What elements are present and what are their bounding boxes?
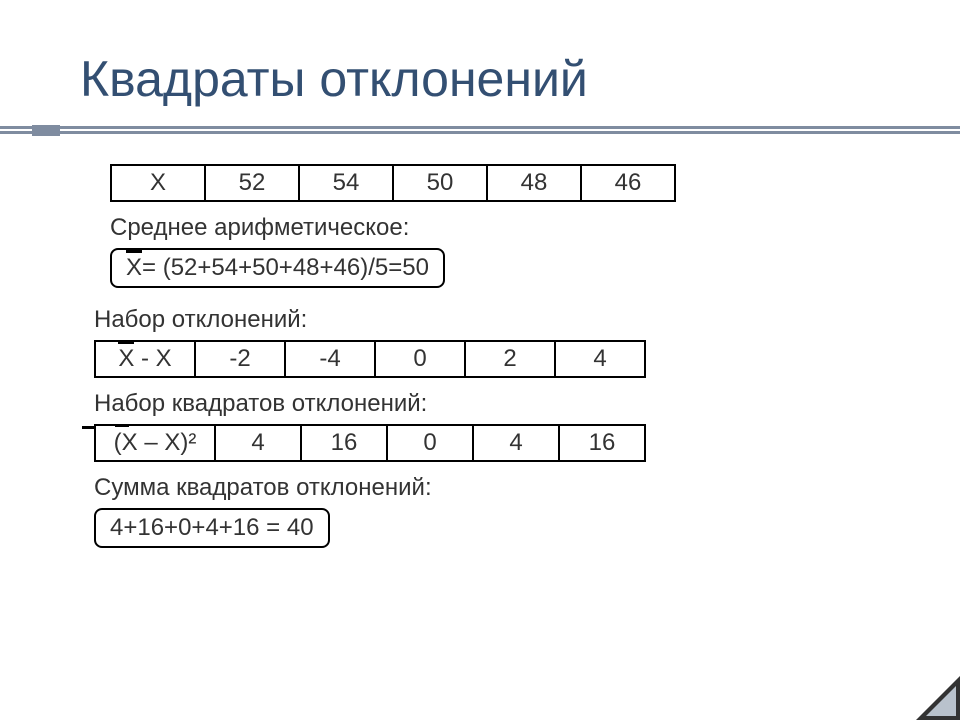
table-cell: 16 [301, 425, 387, 461]
label-squared-deviations: Набор квадратов отклонений: [94, 390, 880, 418]
table-cell: -4 [285, 341, 375, 377]
title-rule [0, 126, 960, 136]
table-cell: 2 [465, 341, 555, 377]
table-header: X [111, 165, 205, 201]
table-cell: 4 [473, 425, 559, 461]
label-deviations: Набор отклонений: [94, 306, 880, 334]
page-title: Квадраты отклонений [80, 50, 880, 108]
table-cell: 4 [555, 341, 645, 377]
content-area: X 52 54 50 48 46 Среднее арифметическое:… [80, 164, 880, 554]
table-cell: 0 [387, 425, 473, 461]
slide: Квадраты отклонений X 52 54 50 48 46 Сре… [0, 0, 960, 720]
header-text: - X [134, 345, 171, 372]
corner-fold-icon [916, 676, 960, 720]
table-cell: 46 [581, 165, 675, 201]
data-table: X 52 54 50 48 46 [110, 164, 676, 202]
table-cell: 50 [393, 165, 487, 201]
table-header: (X – X)² [95, 425, 215, 461]
table-header: X - X [95, 341, 195, 377]
table-cell: 52 [205, 165, 299, 201]
formula-text: = (52+54+50+48+46)/5=50 [142, 254, 429, 281]
x-bar: X [118, 345, 134, 373]
formula-mean: X= (52+54+50+48+46)/5=50 [110, 248, 445, 288]
table-cell: 0 [375, 341, 465, 377]
header-text: (X [114, 429, 138, 456]
table-cell: 54 [299, 165, 393, 201]
header-text: – X)² [138, 429, 197, 456]
table-cell: 16 [559, 425, 645, 461]
x-bar: X [126, 254, 142, 282]
table-cell: 4 [215, 425, 301, 461]
table-cell: 48 [487, 165, 581, 201]
formula-sum: 4+16+0+4+16 = 40 [94, 508, 330, 548]
label-mean: Среднее арифметическое: [110, 214, 880, 242]
squared-deviation-table: (X – X)² 4 16 0 4 16 [94, 424, 646, 462]
table-cell: -2 [195, 341, 285, 377]
label-sum: Сумма квадратов отклонений: [94, 474, 880, 502]
deviation-table: X - X -2 -4 0 2 4 [94, 340, 646, 378]
